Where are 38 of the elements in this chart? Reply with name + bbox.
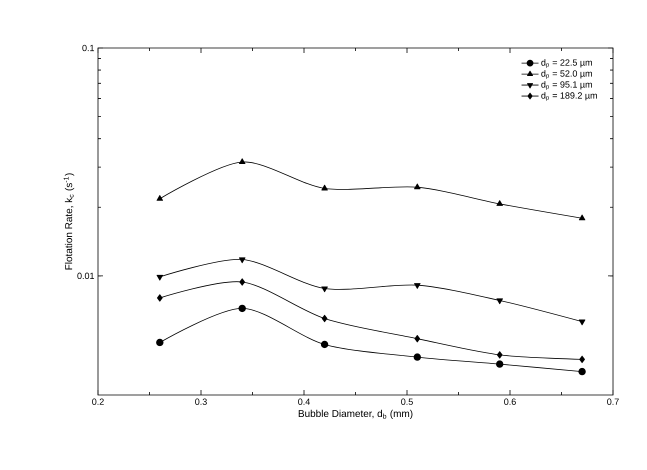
point bbox=[321, 286, 328, 292]
point bbox=[320, 340, 328, 348]
point bbox=[156, 294, 163, 302]
point bbox=[578, 368, 586, 376]
point bbox=[496, 298, 503, 304]
x-tick-label: 0.7 bbox=[607, 398, 619, 405]
point bbox=[414, 184, 421, 190]
point bbox=[238, 304, 246, 312]
point bbox=[156, 195, 164, 201]
x-axis-title: Bubble Diameter, d$_{b}$ (mm) bbox=[298, 410, 412, 420]
point bbox=[579, 356, 585, 364]
x-tick-label: 0.6 bbox=[504, 398, 516, 405]
point bbox=[578, 214, 586, 220]
point bbox=[322, 314, 328, 322]
point bbox=[239, 278, 246, 286]
point bbox=[496, 360, 504, 368]
point bbox=[156, 338, 164, 346]
y-tick-label: 0.01 bbox=[77, 272, 94, 280]
point bbox=[578, 320, 586, 326]
y-tick-label: 0.1 bbox=[82, 44, 94, 52]
x-tick-label: 0.5 bbox=[401, 398, 413, 405]
point bbox=[496, 200, 503, 206]
point bbox=[321, 184, 328, 190]
legend-label: d$_{p}$ = 95.1 µm bbox=[541, 81, 592, 90]
point bbox=[238, 158, 246, 164]
legend-label: d$_{p}$ = 52.0 µm bbox=[541, 70, 592, 79]
point bbox=[156, 274, 164, 281]
point bbox=[238, 257, 246, 264]
legend-label: d$_{p}$ = 189.2 µm bbox=[541, 92, 597, 101]
point bbox=[414, 335, 420, 342]
x-tick-label: 0.3 bbox=[195, 398, 207, 405]
point bbox=[414, 283, 421, 289]
x-tick-label: 0.2 bbox=[92, 398, 104, 405]
legend-label: d$_{p}$ = 22.5 µm bbox=[541, 59, 592, 68]
point bbox=[414, 353, 421, 361]
y-axis-title: Flotation Rate, k$_{c}$ (s$^{-1}$) bbox=[64, 173, 74, 270]
point bbox=[496, 351, 503, 359]
x-tick-label: 0.4 bbox=[298, 398, 310, 405]
